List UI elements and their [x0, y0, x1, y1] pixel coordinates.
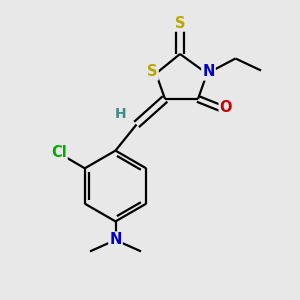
Text: Cl: Cl [51, 145, 67, 160]
Text: S: S [175, 16, 185, 31]
Text: N: N [109, 232, 122, 247]
Text: N: N [202, 64, 215, 80]
Text: O: O [220, 100, 232, 116]
Text: H: H [115, 107, 127, 121]
Text: S: S [147, 64, 158, 80]
